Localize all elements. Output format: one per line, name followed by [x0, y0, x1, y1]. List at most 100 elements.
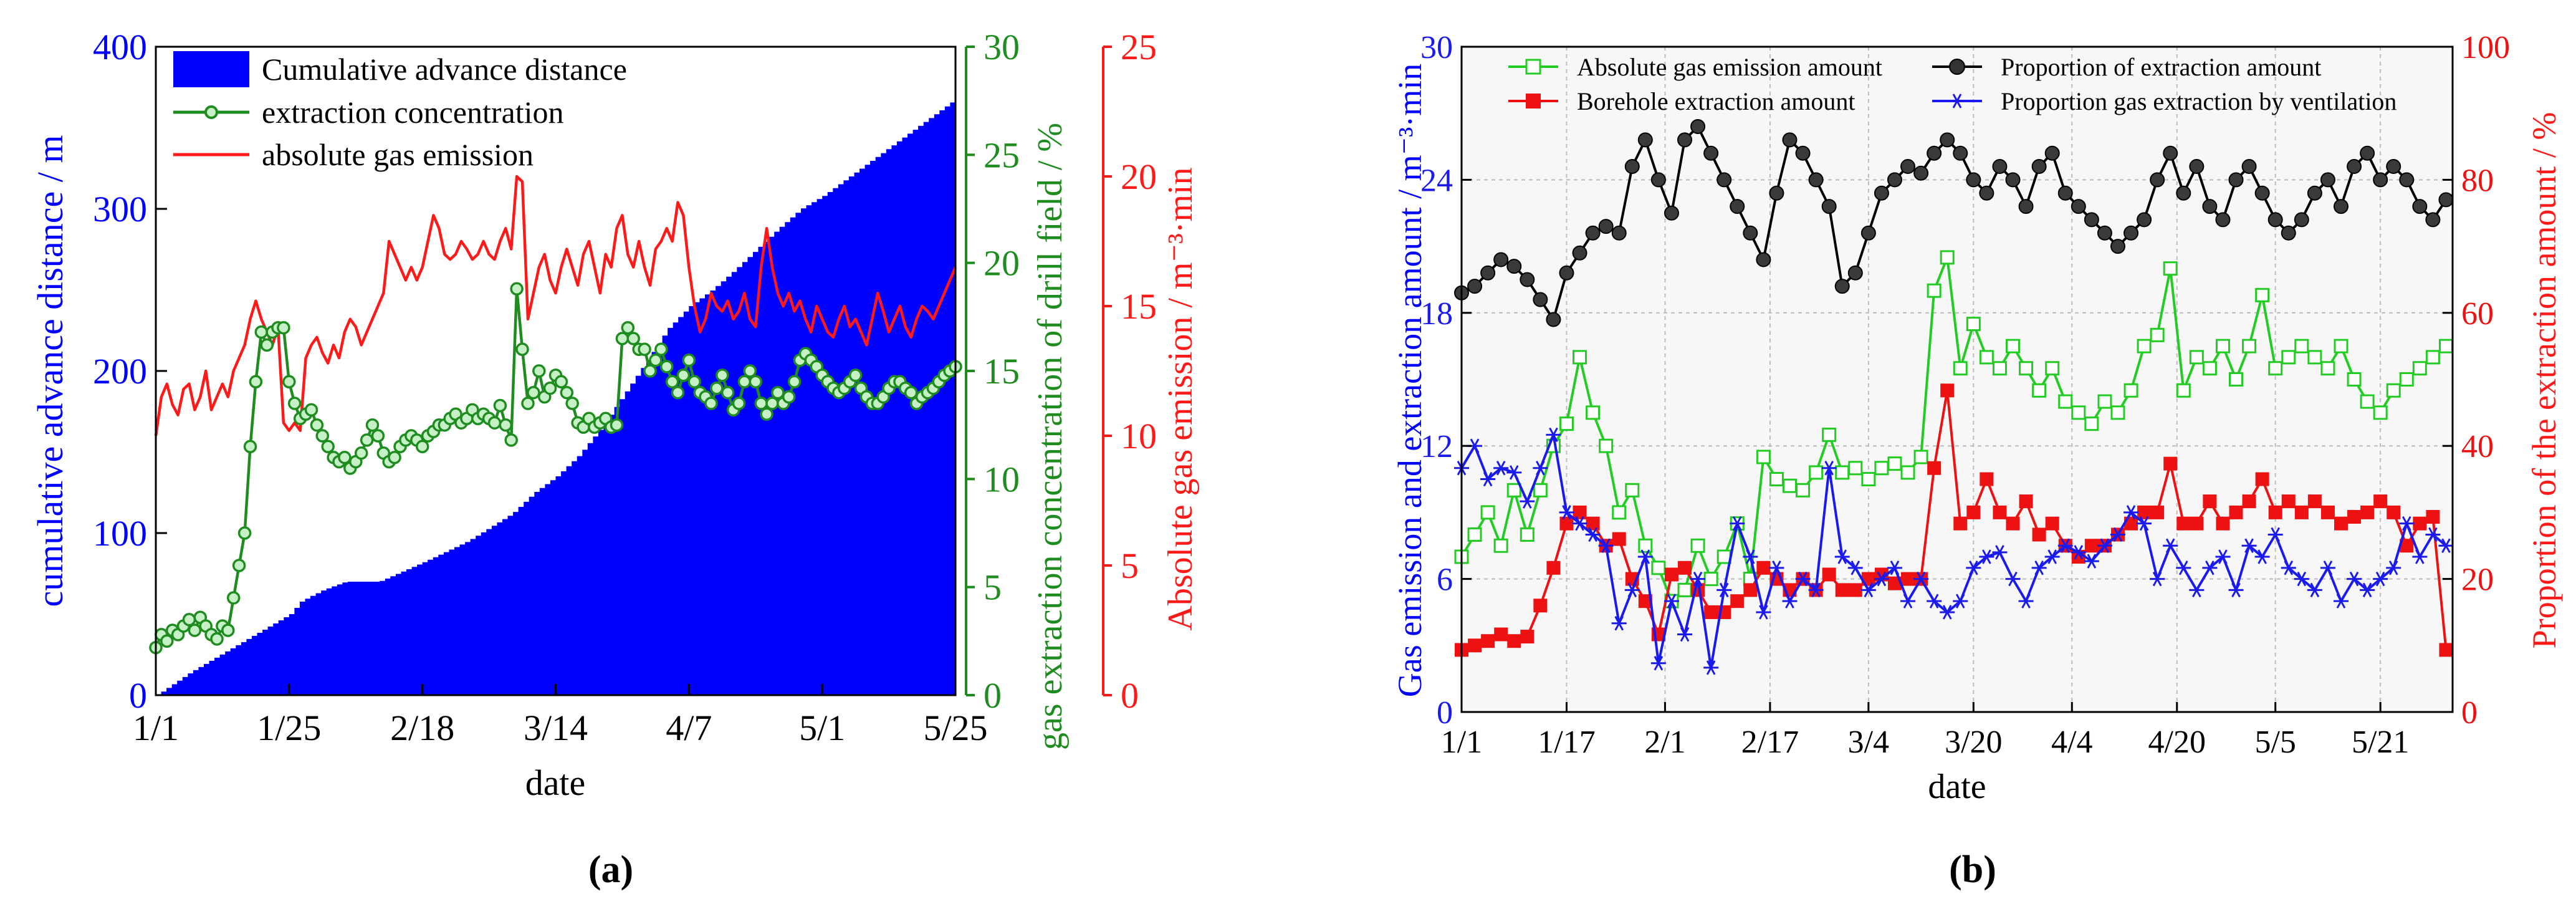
series-point — [2320, 505, 2335, 519]
series-point — [2360, 505, 2375, 519]
concentration-point — [904, 385, 918, 400]
asterisk-stroke — [2323, 560, 2333, 575]
asterisk-stroke — [1667, 594, 1677, 608]
legend-label-ventilation: Proportion gas extraction by ventilation — [2001, 87, 2396, 115]
y-left-tick-label-a: 0 — [129, 675, 147, 716]
asterisk-stroke — [2349, 571, 2359, 587]
series-point — [2084, 212, 2099, 228]
panel-b: 1/1 1/17 2/1 2/17 3/4 3/20 4/4 4/20 5/5 5/21 0 6 12 1… — [1391, 30, 2563, 891]
series-point — [2412, 199, 2428, 214]
series-point — [1940, 605, 1955, 620]
series-point — [1834, 279, 1850, 294]
x-tick-label-b: 5/5 — [2254, 724, 2296, 760]
y-left-title-a: cumulative advance distance / m — [30, 135, 70, 607]
concentration-point — [659, 360, 674, 373]
series-point — [1966, 317, 1981, 332]
series-point — [1533, 292, 1548, 307]
series-point — [2255, 472, 2269, 486]
concentration-point — [782, 390, 796, 404]
series-point — [1638, 594, 1652, 608]
axes-b: 1/1 1/17 2/1 2/17 3/4 3/20 4/4 4/20 5/5 5/21 0 6 12 1… — [1420, 30, 2510, 760]
series-proportion-of-extraction-amount — [1454, 119, 2454, 327]
series-point — [1887, 456, 1902, 471]
emission-line — [154, 175, 957, 436]
series-point — [1598, 219, 1614, 234]
series-point — [1493, 252, 1509, 267]
concentration-point — [243, 440, 257, 454]
asterisk-stroke — [2100, 538, 2110, 553]
extraction-concentration-series — [149, 282, 962, 655]
series-point — [2360, 582, 2375, 598]
series-point — [1900, 159, 1916, 175]
concentration-point — [287, 397, 302, 410]
series-point — [2057, 185, 2073, 201]
series-point — [1520, 494, 1535, 509]
asterisk-stroke — [2415, 549, 2425, 564]
series-point — [2347, 372, 2362, 387]
series-point — [1887, 172, 1902, 188]
concentration-point — [687, 375, 701, 389]
y-right-tick-label-b: 40 — [2461, 429, 2494, 464]
asterisk-stroke — [2047, 549, 2057, 564]
series-point — [1743, 225, 1758, 241]
concentration-point — [371, 429, 385, 443]
series-point — [2281, 494, 2296, 509]
asterisk-stroke — [2284, 560, 2294, 575]
x-tick-label-a: 4/7 — [666, 708, 712, 748]
asterisk-stroke — [2258, 549, 2267, 564]
series-point — [2150, 505, 2165, 519]
asterisk-stroke — [1929, 594, 1939, 608]
series-point — [1493, 461, 1509, 476]
series-point — [2084, 554, 2099, 569]
asterisk-stroke — [2061, 538, 2071, 553]
series-point — [2412, 361, 2427, 376]
series-point — [2176, 185, 2191, 201]
asterisk-stroke — [1851, 560, 1860, 575]
concentration-point — [388, 450, 401, 464]
series-point — [1703, 145, 1719, 161]
series-point — [1624, 582, 1640, 598]
asterisk-stroke — [1549, 427, 1558, 443]
series-point — [1992, 545, 2008, 560]
concentration-point — [704, 397, 718, 410]
series-point — [1690, 119, 1706, 135]
y-right1-tick-label: 25 — [984, 135, 1020, 175]
concentration-point — [282, 375, 296, 389]
series-point — [1664, 205, 1679, 221]
x-tick-label-a: 1/1 — [133, 708, 179, 748]
x-tick-label-b: 4/20 — [2148, 724, 2206, 760]
series-point — [2097, 225, 2112, 241]
asterisk-stroke — [2362, 582, 2372, 598]
y-right2-tick-label: 0 — [1121, 675, 1139, 716]
asterisk-stroke — [2428, 527, 2438, 542]
series-point — [2215, 339, 2230, 354]
series-point — [2254, 185, 2270, 201]
series-point — [1756, 605, 1771, 620]
y-right2-tick-label: 20 — [1121, 156, 1157, 197]
legend-label-advance: Cumulative advance distance — [262, 52, 627, 87]
series-point — [1572, 516, 1587, 531]
series-point — [2032, 527, 2046, 542]
concentration-point — [182, 612, 196, 627]
y-left-tick-label-b: 18 — [1420, 296, 1453, 332]
series-point — [1506, 483, 1521, 498]
series-point — [2268, 505, 2282, 519]
series-point — [1927, 461, 1942, 475]
y-right2-tick-label: 25 — [1121, 27, 1157, 67]
series-point — [1467, 527, 1482, 542]
series-point — [2032, 383, 2047, 398]
series-point — [2110, 527, 2125, 542]
series-point — [1835, 583, 1849, 597]
series-point — [2097, 394, 2112, 409]
asterisk-stroke — [1483, 471, 1493, 487]
concentration-point — [543, 381, 557, 395]
series-point — [1874, 571, 1889, 587]
asterisk-stroke — [1732, 516, 1742, 531]
concentration-point — [649, 353, 663, 367]
series-point — [2386, 383, 2401, 398]
concentration-point — [771, 385, 785, 400]
asterisk-stroke — [2310, 582, 2320, 598]
series-point — [1993, 505, 2007, 519]
series-point — [2202, 199, 2218, 214]
series-point — [1834, 549, 1850, 564]
